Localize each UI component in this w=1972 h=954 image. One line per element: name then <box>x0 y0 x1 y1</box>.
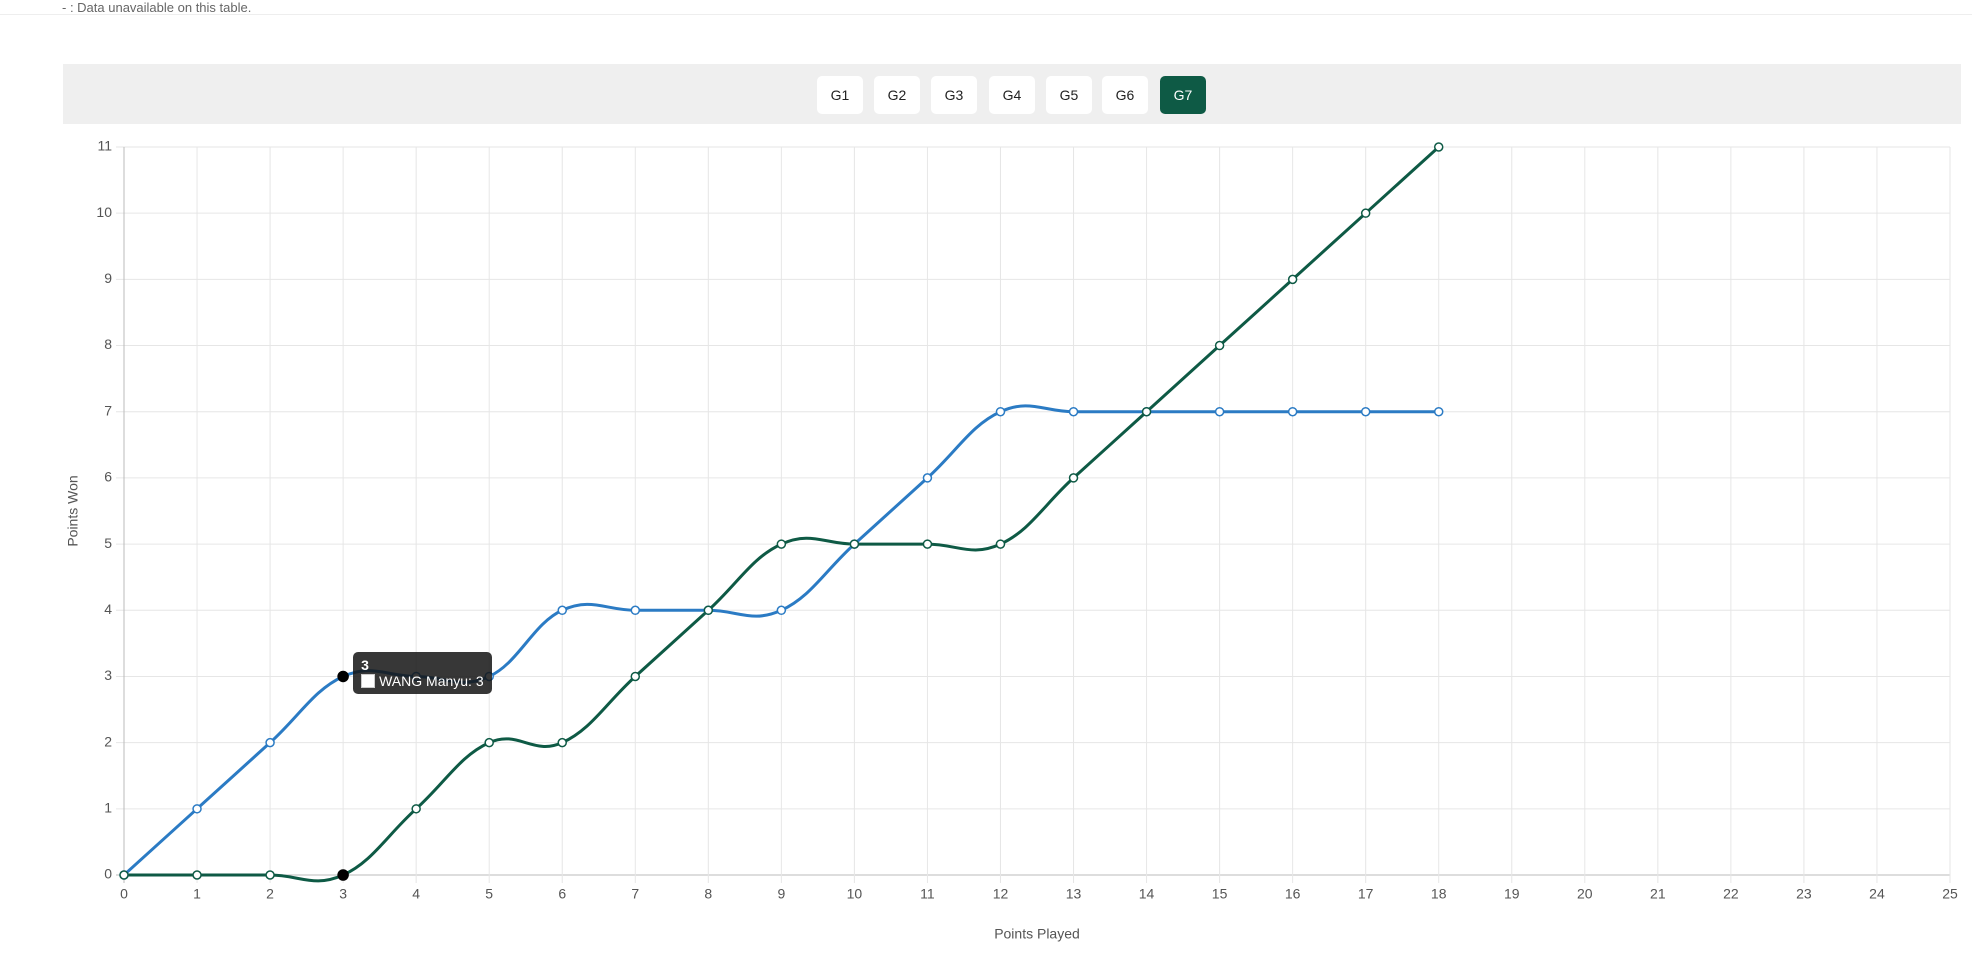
data-point <box>922 473 933 483</box>
data-point <box>922 539 933 549</box>
y-tick-label: 7 <box>104 402 112 418</box>
data-point <box>1141 406 1152 417</box>
x-tick-label: 21 <box>1650 886 1666 902</box>
divider <box>0 14 1972 15</box>
x-tick-label: 22 <box>1723 886 1739 902</box>
tooltip-row: WANG Manyu: 3 <box>361 673 484 689</box>
y-tick-label: 0 <box>104 866 112 882</box>
data-point <box>557 605 567 616</box>
data-point <box>192 804 202 814</box>
x-tick-label: 2 <box>266 886 274 902</box>
data-point <box>557 737 567 748</box>
x-tick-label: 15 <box>1212 886 1228 902</box>
y-axis-label: Points Won <box>65 475 81 546</box>
x-tick-label: 19 <box>1504 886 1520 902</box>
x-axis-label: Points Played <box>994 926 1080 942</box>
y-tick-label: 6 <box>104 469 112 485</box>
data-point <box>265 870 275 880</box>
x-tick-label: 18 <box>1431 886 1447 902</box>
x-tick-label: 24 <box>1869 886 1885 902</box>
game-tab[interactable]: G1 <box>817 76 863 114</box>
game-tab[interactable]: G6 <box>1102 76 1148 114</box>
x-tick-label: 6 <box>558 886 566 902</box>
y-tick-label: 11 <box>97 138 112 154</box>
tooltip-swatch <box>361 674 376 689</box>
note: - : Data unavailable on this table. <box>62 0 252 15</box>
x-tick-label: 3 <box>339 886 347 902</box>
data-point <box>1433 142 1444 152</box>
y-tick-label: 2 <box>104 733 112 749</box>
data-point <box>484 737 494 748</box>
data-point <box>1287 274 1298 285</box>
data-point <box>265 737 275 748</box>
game-tabs: G1 G2 G3 G4 G5 G6 G7 <box>63 64 1961 124</box>
y-tick-label: 4 <box>104 601 112 617</box>
data-point <box>776 539 787 549</box>
x-tick-label: 7 <box>631 886 639 902</box>
data-point <box>337 869 349 881</box>
data-point <box>1068 473 1079 483</box>
x-tick-label: 12 <box>993 886 1009 902</box>
x-tick-label: 1 <box>193 886 201 902</box>
data-point <box>995 539 1006 549</box>
y-tick-label: 5 <box>104 535 112 551</box>
data-point <box>337 670 349 683</box>
data-point <box>776 605 787 616</box>
data-point <box>1068 406 1079 417</box>
data-point <box>119 870 129 880</box>
data-point <box>192 870 202 880</box>
x-tick-label: 17 <box>1358 886 1374 902</box>
data-point <box>411 804 421 814</box>
data-point <box>703 605 714 616</box>
data-point <box>1360 406 1371 417</box>
x-tick-label: 11 <box>920 886 935 902</box>
x-tick-label: 14 <box>1139 886 1155 902</box>
tooltip-title: 3 <box>361 657 369 674</box>
x-tick-label: 9 <box>777 886 785 902</box>
y-tick-label: 3 <box>104 667 112 683</box>
game-tab[interactable]: G4 <box>989 76 1035 114</box>
x-tick-label: 8 <box>704 886 712 902</box>
y-tick-label: 9 <box>104 270 112 286</box>
y-tick-label: 10 <box>96 204 112 220</box>
game-tab[interactable]: G3 <box>931 76 977 114</box>
data-point <box>1214 406 1225 417</box>
x-tick-label: 23 <box>1796 886 1812 902</box>
data-point <box>1360 208 1371 218</box>
x-tick-label: 0 <box>120 886 128 902</box>
y-tick-label: 8 <box>104 336 112 352</box>
data-point <box>630 671 641 682</box>
data-point <box>1214 340 1225 351</box>
x-tick-label: 25 <box>1942 886 1958 902</box>
data-point <box>1287 406 1298 417</box>
x-tick-label: 20 <box>1577 886 1593 902</box>
game-tab[interactable]: G2 <box>874 76 920 114</box>
game-tab[interactable]: G7 <box>1160 76 1206 114</box>
data-point <box>630 605 641 616</box>
x-tick-label: 5 <box>485 886 493 902</box>
y-tick-label: 1 <box>104 800 112 816</box>
x-tick-label: 10 <box>847 886 863 902</box>
x-tick-label: 4 <box>412 886 420 902</box>
x-tick-label: 16 <box>1285 886 1301 902</box>
data-point <box>1433 406 1444 417</box>
tooltip-label: WANG Manyu: 3 <box>379 673 484 690</box>
data-point <box>995 406 1006 417</box>
x-tick-label: 13 <box>1066 886 1082 902</box>
data-point <box>849 539 860 549</box>
game-tab[interactable]: G5 <box>1046 76 1092 114</box>
tooltip: 3 WANG Manyu: 3 <box>353 652 492 695</box>
